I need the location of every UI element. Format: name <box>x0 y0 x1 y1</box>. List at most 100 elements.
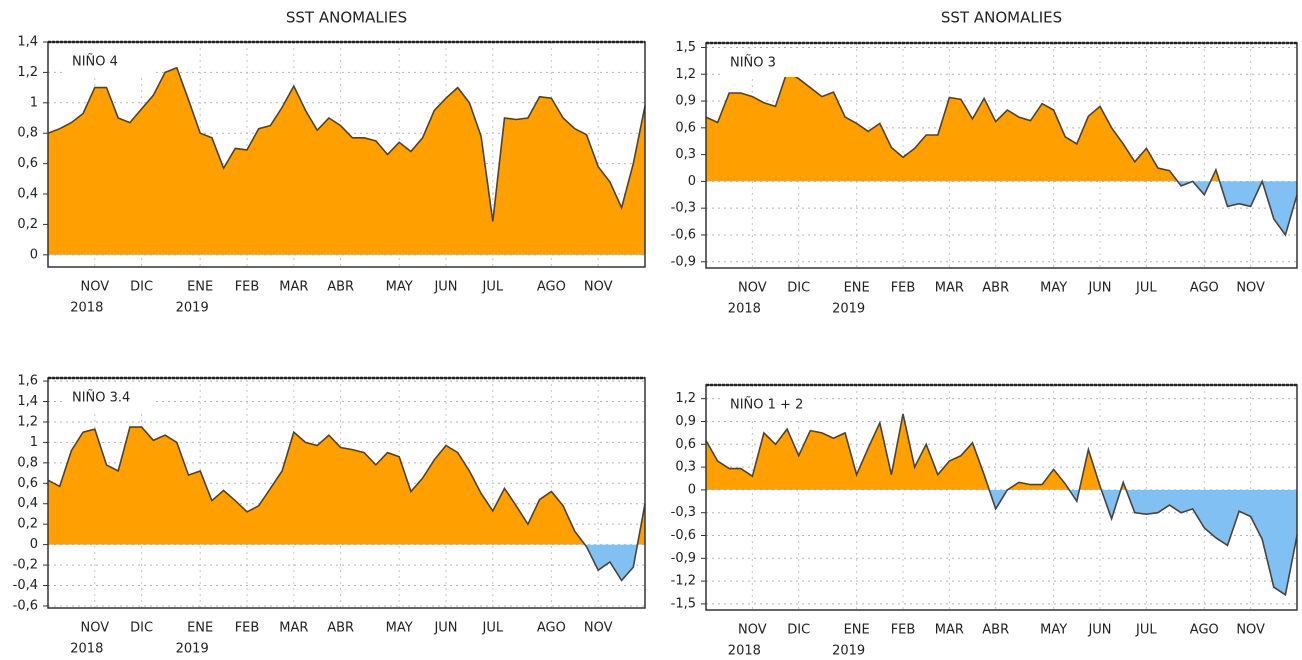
x-tick-label: FEB <box>891 623 916 638</box>
year-label: 2019 <box>832 644 865 659</box>
y-tick-label: 1,6 <box>17 374 38 389</box>
area-negative <box>706 489 1297 595</box>
x-tick-label: ABR <box>982 281 1009 296</box>
y-tick-label: 0,8 <box>17 455 38 470</box>
y-tick-label: -1,2 <box>671 574 696 589</box>
label-box <box>720 391 810 419</box>
x-tick-label: NOV <box>738 623 767 638</box>
x-tick-label: MAY <box>1040 623 1067 638</box>
x-tick-label: NOV <box>1236 623 1265 638</box>
line <box>47 66 646 222</box>
y-tick-label: 0 <box>30 247 38 262</box>
year-label: 2018 <box>728 302 761 317</box>
area-positive <box>48 67 645 255</box>
y-tick-label: 0,3 <box>675 460 696 475</box>
x-tick-label: FEB <box>235 280 260 295</box>
y-tick-label: 1,2 <box>17 414 38 429</box>
y-tick-label: -1,5 <box>671 596 696 611</box>
x-tick-label: ENE <box>844 623 870 638</box>
x-tick-label: NOV <box>81 280 110 295</box>
y-tick-label: 1,5 <box>675 40 696 55</box>
y-tick-label: 1,2 <box>17 65 38 80</box>
y-tick-label: 0 <box>688 174 696 189</box>
y-tick-label: 0 <box>688 482 696 497</box>
x-tick-label: NOV <box>584 621 613 636</box>
x-tick-label: JUN <box>433 280 457 295</box>
y-tick-label: 0,2 <box>17 517 38 532</box>
y-tick-label: 0,9 <box>675 414 696 429</box>
x-tick-label: MAY <box>1040 281 1067 296</box>
area-positive <box>706 413 1127 490</box>
y-tick-label: 1 <box>30 95 38 110</box>
y-tick-label: -0,2 <box>13 558 38 573</box>
x-tick-label: MAR <box>279 621 308 636</box>
year-label: 2018 <box>70 301 103 316</box>
y-tick-label: 0,9 <box>675 94 696 109</box>
x-tick-label: JUN <box>1087 281 1111 296</box>
y-tick-label: -0,6 <box>671 227 696 242</box>
x-tick-label: NOV <box>1236 281 1265 296</box>
line <box>705 70 1298 237</box>
y-tick-label: -0,9 <box>671 551 696 566</box>
panel: -1,5 -1,2 -0,9 -0,6 -0,3 0 0,3 0,6 0,9 1,2 NOV DIC E… <box>671 383 1298 659</box>
chart-title: SST ANOMALIES <box>286 9 407 27</box>
x-tick-label: MAR <box>935 623 964 638</box>
line <box>705 413 1298 597</box>
year-label: 2019 <box>176 642 209 657</box>
y-tick-label: -0,3 <box>671 505 696 520</box>
x-tick-label: ENE <box>187 621 213 636</box>
area-positive <box>706 71 1220 182</box>
y-tick-label: 1 <box>30 435 38 450</box>
x-tick-label: ENE <box>187 280 213 295</box>
y-tick-label: 0,6 <box>17 156 38 171</box>
panel-label: NIÑO 4 <box>72 54 118 70</box>
x-tick-label: ABR <box>327 621 354 636</box>
plot-frame <box>705 42 1298 269</box>
y-tick-label: -0,3 <box>671 201 696 216</box>
y-tick-label: 0,2 <box>17 217 38 232</box>
x-tick-label: DIC <box>130 280 153 295</box>
y-tick-label: 1,2 <box>675 67 696 82</box>
x-tick-label: AGO <box>1190 623 1219 638</box>
label-box <box>62 384 152 412</box>
chart-title: SST ANOMALIES <box>941 9 1062 27</box>
y-tick-label: 0,6 <box>17 476 38 491</box>
panel-label: NIÑO 1 + 2 <box>730 397 803 413</box>
panel: -0,6 -0,4 -0,2 0 0,2 0,4 0,6 0,8 1 1,2 1,4 1,6 NOV DI… <box>13 374 646 657</box>
x-tick-label: AGO <box>537 621 566 636</box>
y-tick-label: 1,4 <box>17 394 38 409</box>
x-tick-label: JUL <box>482 280 504 295</box>
y-tick-label: 0,4 <box>17 496 38 511</box>
y-tick-label: -0,4 <box>13 578 38 593</box>
x-tick-label: JUN <box>433 621 457 636</box>
y-tick-label: 0,4 <box>17 187 38 202</box>
x-tick-label: MAY <box>386 280 413 295</box>
y-tick-label: 0 <box>30 537 38 552</box>
x-tick-label: MAR <box>279 280 308 295</box>
x-tick-label: NOV <box>81 621 110 636</box>
panel-label: NIÑO 3.4 <box>72 390 130 406</box>
x-tick-label: JUL <box>1135 623 1157 638</box>
panel: SST ANOMALIES -0,9 -0,6 -0,3 0 0,3 0,6 0,9 1,2 1,… <box>671 9 1298 317</box>
x-tick-label: NOV <box>738 281 767 296</box>
line <box>47 426 646 582</box>
area-positive <box>48 427 645 545</box>
y-tick-label: 1,4 <box>17 35 38 50</box>
x-tick-label: FEB <box>235 621 260 636</box>
year-label: 2019 <box>832 302 865 317</box>
year-label: 2019 <box>176 301 209 316</box>
y-tick-label: -0,9 <box>671 254 696 269</box>
y-tick-label: 0,8 <box>17 126 38 141</box>
area-negative <box>706 181 1297 235</box>
plot-frame <box>705 384 1298 611</box>
y-tick-label: 0,6 <box>675 120 696 135</box>
year-label: 2018 <box>70 642 103 657</box>
label-box <box>720 49 810 77</box>
label-box <box>62 48 152 76</box>
y-tick-label: 0,3 <box>675 147 696 162</box>
x-tick-label: FEB <box>891 281 916 296</box>
x-tick-label: JUN <box>1087 623 1111 638</box>
y-tick-label: 0,6 <box>675 437 696 452</box>
year-label: 2018 <box>728 644 761 659</box>
